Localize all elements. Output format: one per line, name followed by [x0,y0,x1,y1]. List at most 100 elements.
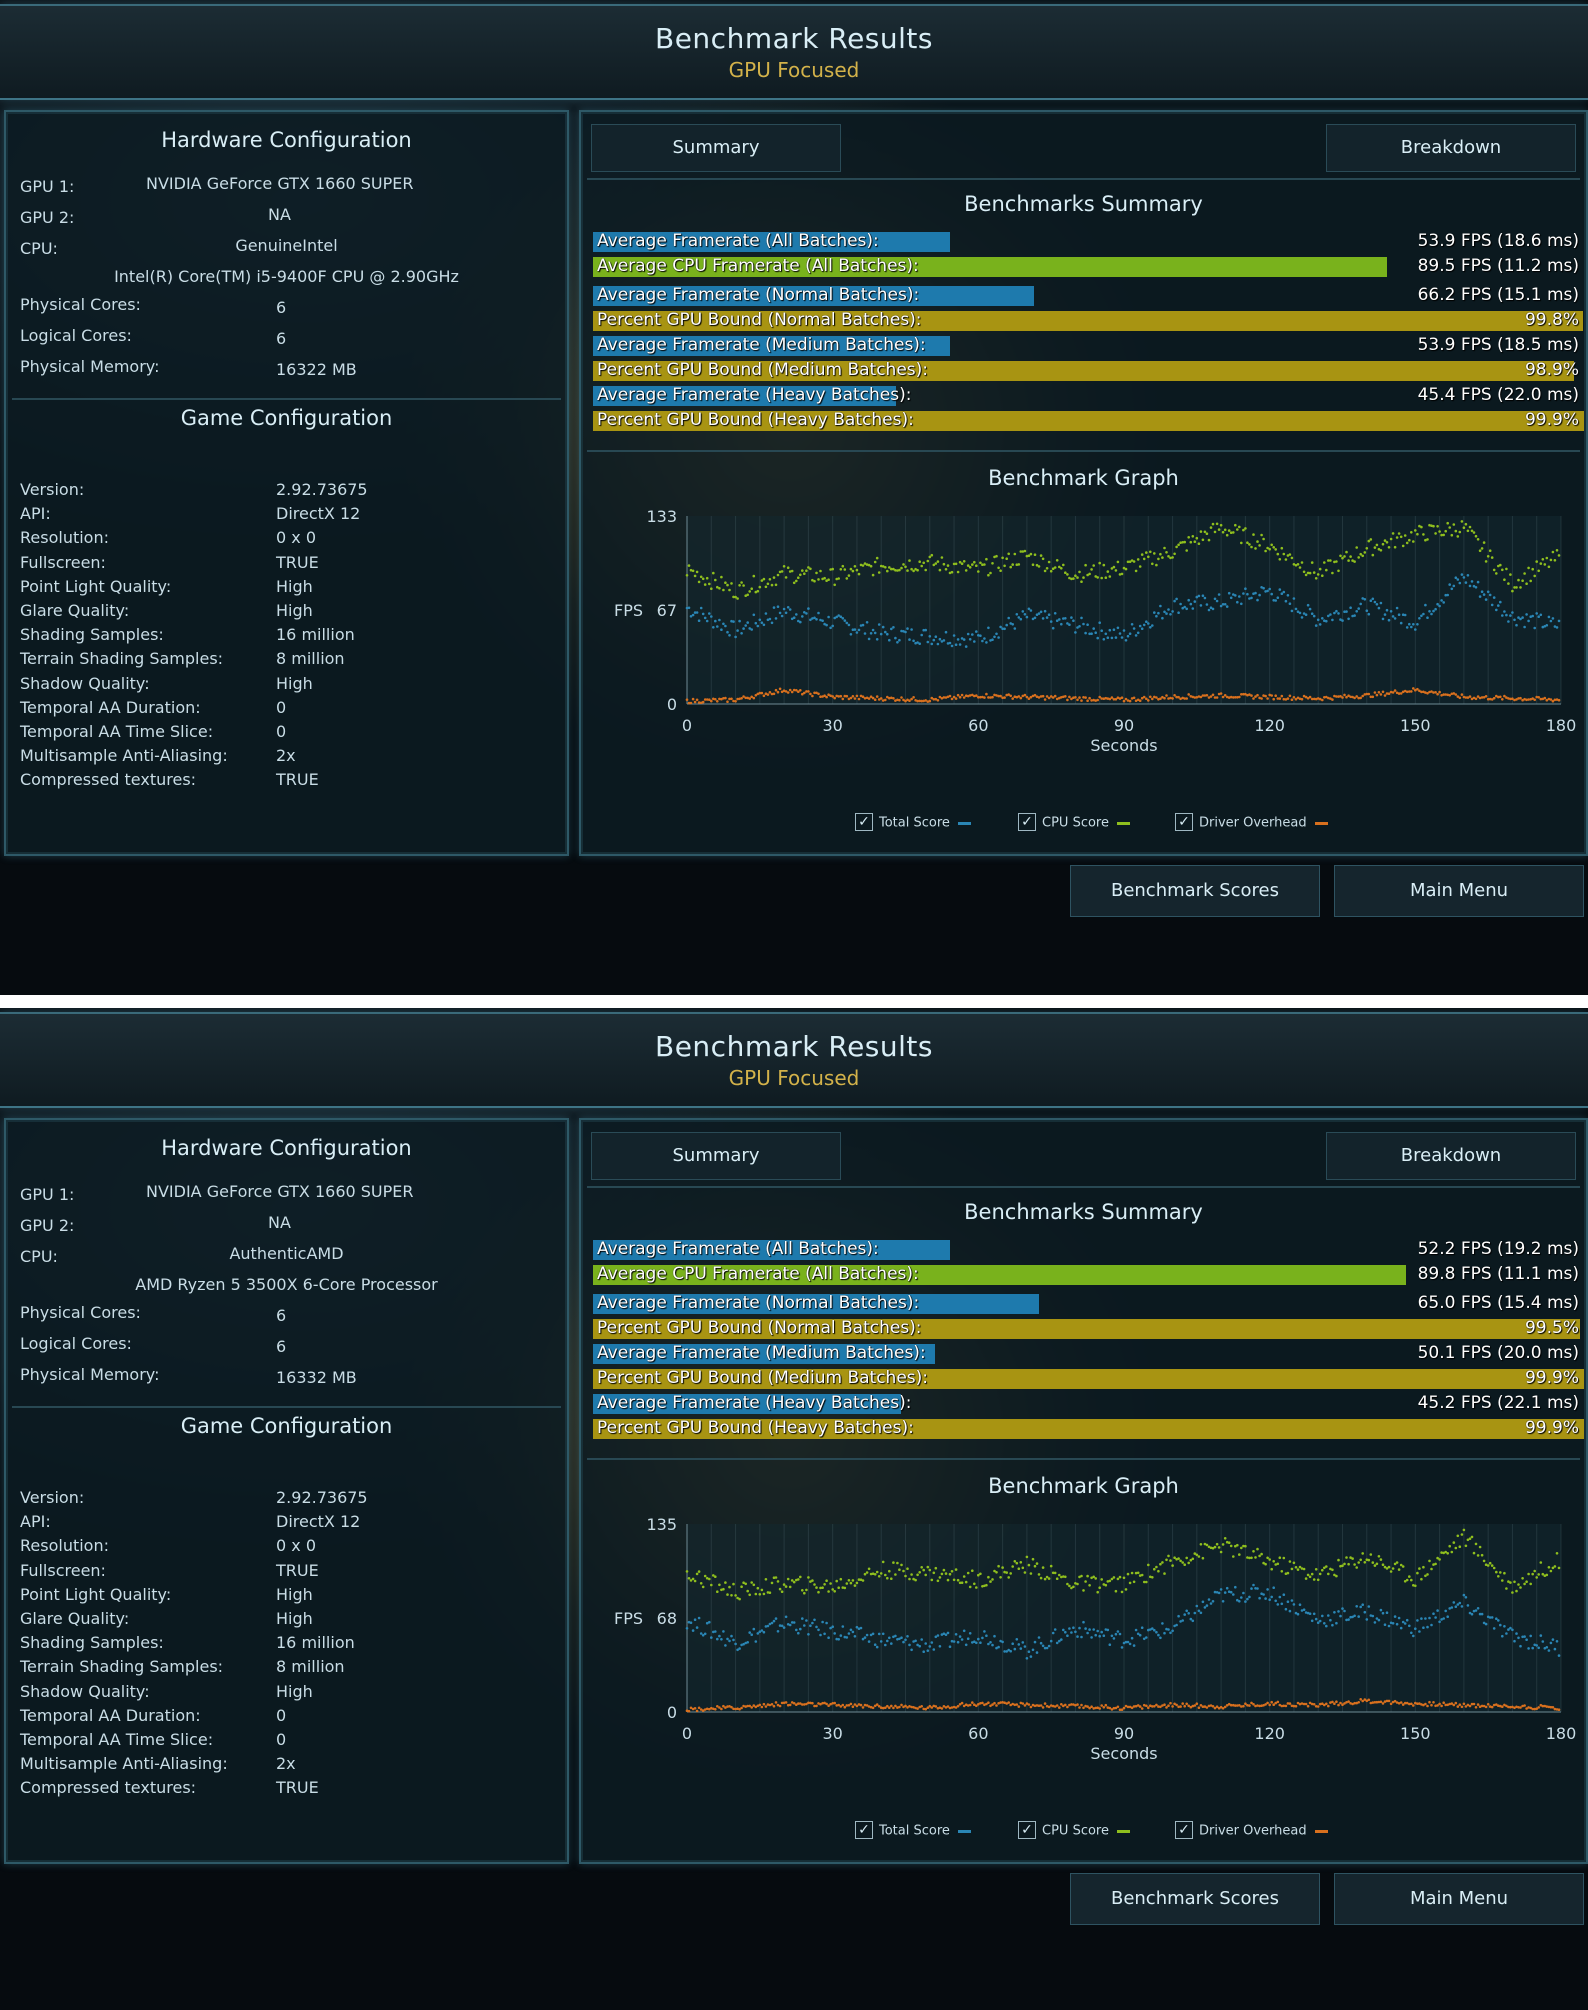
driver-overhead-point [1272,1703,1275,1706]
cpu-score-point [991,562,994,565]
driver-overhead-point [979,1702,982,1705]
driver-overhead-point [1161,695,1164,699]
benchmark-scores-button[interactable]: Benchmark Scores [1070,1873,1320,1925]
driver-overhead-point [946,695,950,699]
cpu-score-point [1393,545,1397,549]
total-score-point [1102,638,1106,641]
legend-driver-overhead[interactable]: ✓ Driver Overhead [1175,813,1328,832]
cpu-score-point [752,574,756,578]
driver-overhead-point [983,1703,986,1707]
total-score-point [892,1635,895,1639]
total-score-point [1151,1627,1154,1630]
cpu-score-point [1517,578,1520,582]
cpu-score-point [1254,547,1257,550]
total-score-point [701,612,705,616]
total-score-point [1140,627,1144,630]
cpu-score-point [1501,1579,1504,1582]
tab-summary[interactable]: Summary [591,1132,841,1180]
main-menu-button[interactable]: Main Menu [1334,1873,1584,1925]
cpu-score-point [1227,1541,1231,1544]
driver-overhead-point [1521,698,1524,702]
cpu-score-point [1472,1551,1476,1555]
main-menu-button[interactable]: Main Menu [1334,865,1584,917]
driver-overhead-point [792,688,796,692]
legend-cpu-score[interactable]: ✓ CPU Score [1018,813,1130,832]
driver-overhead-point [1181,696,1184,700]
cpu-score-point [1294,564,1298,567]
total-score-point [847,623,851,627]
cpu-score-point [1497,1575,1500,1578]
driver-overhead-point [705,1707,709,1711]
cpu-score-point [1339,1564,1342,1568]
driver-overhead-point [726,700,729,703]
total-score-point [1472,584,1476,588]
total-score-point [1361,597,1364,600]
checkbox-total-score[interactable]: ✓ [855,813,873,831]
driver-overhead-point [774,1701,778,1704]
driver-overhead-point [795,689,798,692]
cpu-score-point [981,1585,984,1588]
cpu-score-point [1118,573,1122,576]
total-score-point [912,1640,915,1643]
total-score-point [1284,1607,1288,1611]
cpu-score-point [1401,1565,1405,1568]
legend-total-score[interactable]: ✓ Total Score [855,813,971,832]
cpu-score-point [1410,531,1413,534]
cpu-score-point [843,568,847,571]
tab-summary[interactable]: Summary [591,124,841,172]
legend-driver-overhead[interactable]: ✓ Driver Overhead [1175,1821,1328,1840]
tab-breakdown[interactable]: Breakdown [1326,1132,1576,1180]
legend-cpu-score[interactable]: ✓ CPU Score [1018,1821,1130,1840]
tab-breakdown[interactable]: Breakdown [1326,124,1576,172]
game-config-label: Shadow Quality: [20,673,150,693]
cpu-score-point [989,1580,992,1583]
driver-overhead-point [839,694,843,698]
cpu-score-point [1175,1558,1178,1561]
checkbox-total-score[interactable]: ✓ [855,1821,873,1839]
driver-overhead-point [1450,1702,1454,1705]
driver-overhead-point [1379,1700,1383,1704]
cpu-score-point [1452,1541,1456,1544]
cpu-score-point [1482,1559,1486,1563]
cpu-score-point [1430,1567,1433,1571]
cpu-score-point [954,562,958,566]
checkbox-driver-overhead[interactable]: ✓ [1175,1821,1193,1839]
total-score-point [1397,613,1401,616]
driver-overhead-point [1260,697,1263,700]
driver-overhead-point [1339,1701,1342,1705]
driver-overhead-point [710,1706,713,1710]
cpu-score-point [772,576,776,579]
driver-overhead-point [1405,690,1409,694]
driver-overhead-point [831,1702,834,1705]
driver-overhead-point [691,697,695,701]
total-score-point [1503,610,1506,613]
cpu-score-point [1341,1564,1344,1567]
total-score-point [1007,616,1010,620]
total-score-point [946,1631,950,1635]
total-score-point [699,1632,703,1635]
total-score-point [738,1647,741,1650]
total-score-point [1128,632,1132,635]
driver-overhead-point [778,687,782,691]
driver-overhead-point [916,699,919,703]
total-score-point [1029,609,1033,612]
checkbox-cpu-score[interactable]: ✓ [1018,1821,1036,1839]
cpu-score-point [1187,1561,1190,1565]
driver-overhead-point [1420,1703,1423,1706]
total-score-point [968,1632,972,1635]
cpu-score-point [1426,1573,1429,1576]
cpu-score-point [1515,1589,1518,1593]
cpu-score-point [1234,1544,1237,1548]
driver-overhead-point [718,697,721,701]
total-score-point [979,634,982,637]
total-score-point [1159,604,1162,608]
cpu-score-point [932,563,936,567]
cpu-score-point [712,571,715,575]
checkbox-driver-overhead[interactable]: ✓ [1175,813,1193,831]
checkbox-cpu-score[interactable]: ✓ [1018,813,1036,831]
legend-total-score[interactable]: ✓ Total Score [855,1821,971,1840]
benchmark-scores-button[interactable]: Benchmark Scores [1070,865,1320,917]
driver-overhead-point [890,1704,893,1708]
total-score-point [1509,1626,1512,1630]
driver-overhead-point [716,700,719,703]
